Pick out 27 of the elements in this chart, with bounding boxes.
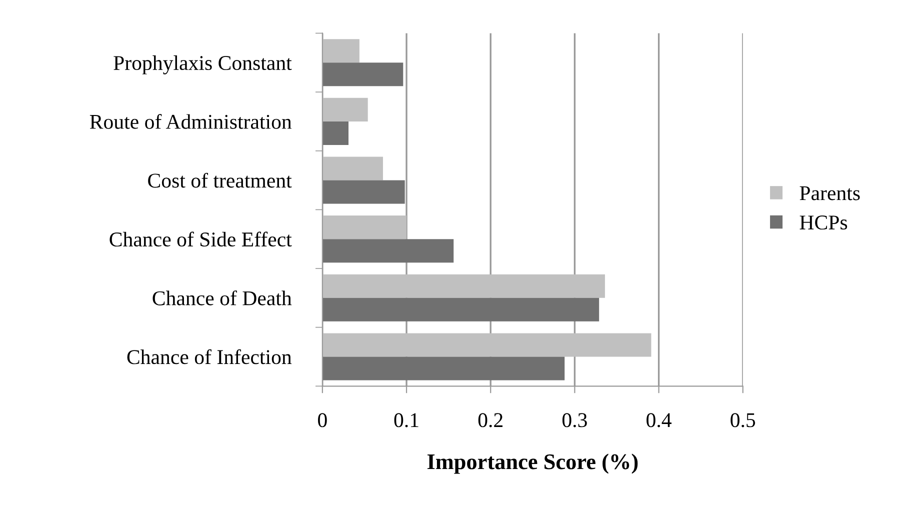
legend-label: Parents <box>800 186 860 200</box>
y-tick-label: Cost of treatment <box>148 172 292 188</box>
bar <box>322 356 565 380</box>
bar <box>322 121 348 145</box>
bar <box>322 62 404 86</box>
bar <box>322 298 600 322</box>
x-tick-label: 0.4 <box>646 413 672 428</box>
bar <box>322 156 383 180</box>
x-tick-label: 0.3 <box>562 413 587 428</box>
bar <box>322 39 360 63</box>
y-tick-label: Chance of Death <box>152 290 292 306</box>
x-axis-title: Importance Score (%) <box>427 454 638 474</box>
y-tick-label: Chance of Side Effect <box>110 232 292 247</box>
x-tick-label: 0.5 <box>730 413 756 428</box>
bar <box>322 274 605 298</box>
legend-label: HCPs <box>800 216 848 230</box>
bar <box>322 98 368 122</box>
y-tick-label: Route of Administration <box>90 114 292 129</box>
bar <box>322 239 454 263</box>
x-tick-label: 0.1 <box>394 413 418 428</box>
x-tick-label: 0 <box>318 413 327 428</box>
bar <box>322 333 652 357</box>
bar <box>322 180 405 204</box>
bar <box>322 216 407 240</box>
x-tick-label: 0.2 <box>478 413 502 428</box>
y-tick-label: Prophylaxis Constant <box>114 55 292 74</box>
y-tick-label: Chance of Infection <box>127 349 292 364</box>
